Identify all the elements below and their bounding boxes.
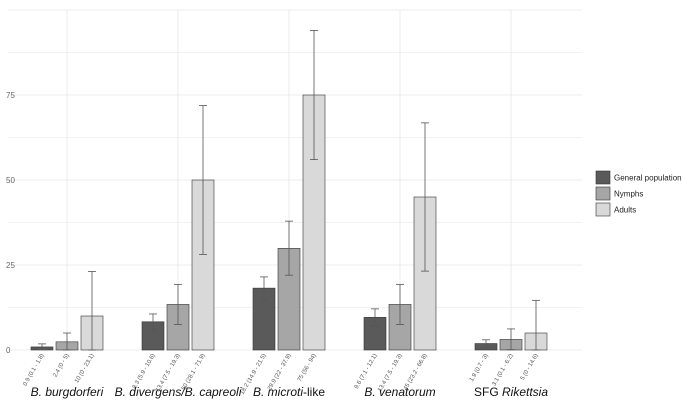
legend-label: General population bbox=[614, 174, 682, 183]
data-label: 0.9 (0.1 - 1.8) bbox=[23, 353, 46, 387]
data-label: 10 (0 - 23.1) bbox=[74, 353, 96, 384]
bars-layer bbox=[30, 29, 548, 351]
category-label-species: B. venatorum bbox=[364, 385, 435, 399]
data-label: 1.9 (0.7 - 3) bbox=[469, 353, 490, 383]
data-label: 75 (56 - 94) bbox=[297, 353, 318, 383]
category-label: B. burgdorferi bbox=[31, 385, 104, 399]
data-label: 5 (0 - 14.6) bbox=[520, 353, 540, 381]
category-labels-layer: B. burgdorferi B. divergens/B. capreoli B.… bbox=[31, 385, 549, 399]
category-label-species: B. burgdorferi bbox=[31, 385, 104, 399]
legend-swatch-adults bbox=[595, 202, 611, 217]
y-tick-label: 0 bbox=[6, 346, 11, 355]
data-label: 2.4 (0 - 5) bbox=[53, 353, 71, 379]
y-tick-label: 25 bbox=[6, 261, 15, 270]
legend-swatch-general-population bbox=[595, 170, 611, 185]
category-label: B. venatorum bbox=[364, 385, 435, 399]
legend-swatch-nymphs bbox=[595, 186, 611, 201]
y-tick-label: 75 bbox=[6, 91, 15, 100]
category-label-species: Rikettsia bbox=[502, 385, 548, 399]
category-label: B. divergens/B. capreoli bbox=[115, 385, 242, 399]
legend-label: Nymphs bbox=[614, 190, 643, 199]
y-tick-label: 50 bbox=[6, 176, 15, 185]
legend: General population Nymphs Adults bbox=[595, 170, 682, 217]
category-label-suffix: -like bbox=[303, 385, 325, 399]
data-label: 3.1 (0.1 - 6.2) bbox=[492, 353, 515, 387]
category-label: SFG Rikettsia bbox=[474, 385, 548, 399]
category-label-prefix: SFG bbox=[474, 385, 502, 399]
y-axis-ticks: 0 25 50 75 bbox=[6, 91, 15, 355]
category-label: B. microti-like bbox=[253, 385, 325, 399]
category-label-species: B. microti bbox=[253, 385, 303, 399]
legend-label: Adults bbox=[614, 206, 636, 215]
category-label-species: B. divergens/B. capreoli bbox=[115, 385, 242, 399]
